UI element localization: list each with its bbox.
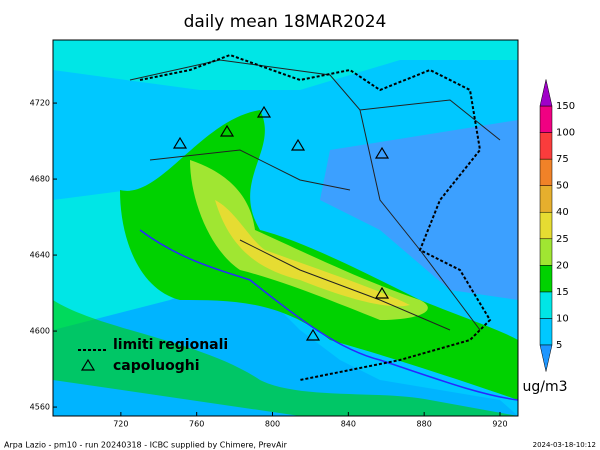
colorbar-low — [539, 344, 553, 372]
colorbar-label: 25 — [556, 234, 569, 245]
colorbar-label: 10 — [556, 313, 569, 324]
colorbar-label: 20 — [556, 260, 569, 271]
colorbar-segment — [539, 132, 553, 160]
map-frame — [52, 39, 519, 417]
map: limiti regionali capoluoghi — [53, 40, 518, 416]
colorbar-segment — [539, 291, 553, 319]
legend-cities: capoluoghi — [113, 358, 200, 374]
colorbar-segment — [539, 238, 553, 266]
colorbar-label: 150 — [556, 101, 575, 112]
colorbar-label: 5 — [556, 340, 562, 351]
colorbar-segment — [539, 158, 553, 186]
x-tick-label: 920 — [492, 420, 507, 429]
colorbar-segment — [539, 211, 553, 240]
footer-left: Arpa Lazio - pm10 - run 20240318 - ICBC … — [4, 441, 288, 450]
colorbar-segment — [539, 185, 553, 213]
colorbar-label: 100 — [556, 128, 575, 139]
title: daily mean 18MAR2024 — [184, 12, 387, 32]
legend-border: limiti regionali — [113, 337, 228, 353]
footer-right: 2024-03-18-10:12 — [533, 441, 596, 449]
y-tick-label: 4640 — [30, 251, 50, 260]
colorbar-label: 75 — [556, 154, 569, 165]
colorbar-label: 50 — [556, 181, 569, 192]
colorbar-segment — [539, 318, 553, 346]
colorbar-high — [539, 79, 553, 107]
y-tick-label: 4720 — [30, 99, 50, 108]
colorbar-segment — [539, 105, 553, 133]
y-tick-label: 4560 — [30, 403, 50, 412]
x-tick-label: 840 — [341, 420, 356, 429]
y-tick-label: 4680 — [30, 175, 50, 184]
y-tick-label: 4600 — [30, 327, 50, 336]
x-tick-label: 880 — [417, 420, 432, 429]
colorbar-label: 40 — [556, 207, 569, 218]
x-tick-label: 760 — [189, 420, 204, 429]
unit: ug/m3 — [522, 379, 567, 395]
x-tick-label: 800 — [265, 420, 280, 429]
x-tick-label: 720 — [113, 420, 128, 429]
colorbar-label: 15 — [556, 287, 569, 298]
colorbar-segment — [539, 265, 553, 293]
